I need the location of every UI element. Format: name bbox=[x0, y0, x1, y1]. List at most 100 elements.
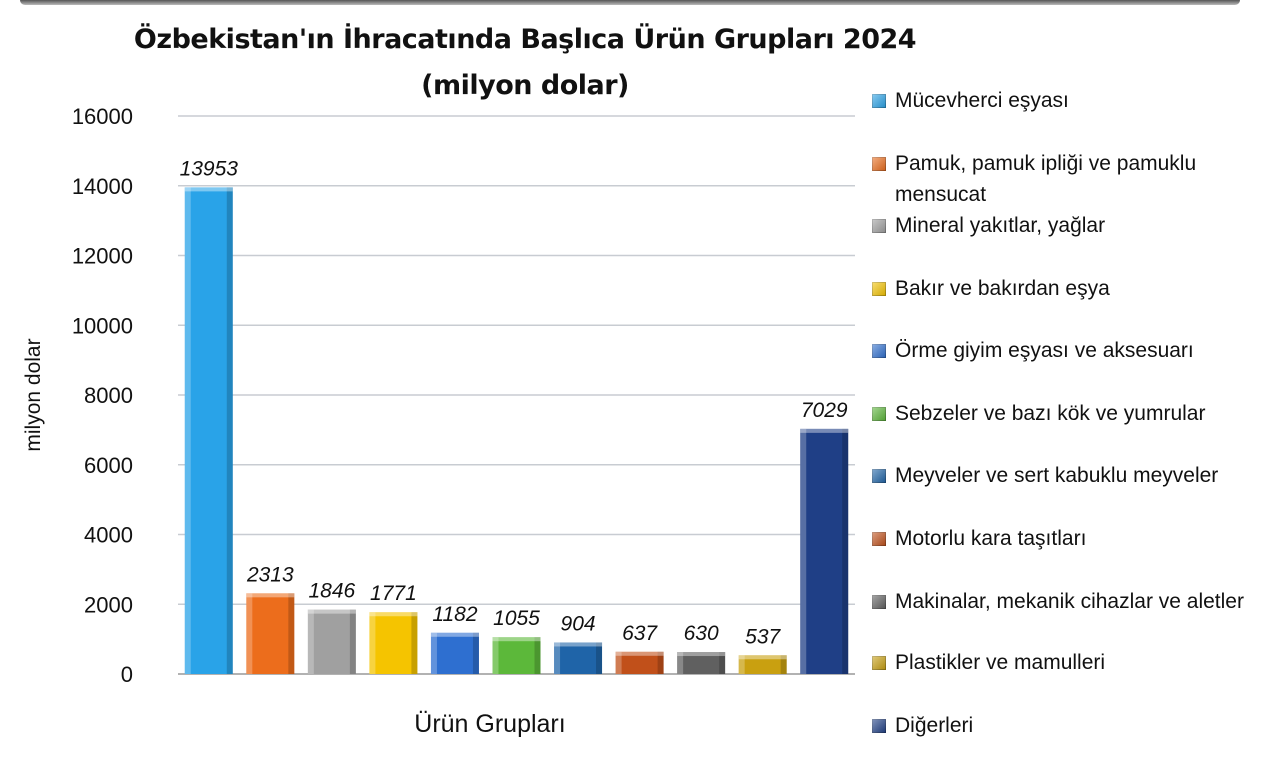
bar bbox=[246, 593, 295, 674]
bar-top bbox=[184, 187, 233, 192]
y-tick-label: 14000 bbox=[72, 174, 133, 199]
legend-label: Örme giyim eşyası ve aksesuarı bbox=[895, 339, 1194, 362]
y-tick-label: 10000 bbox=[72, 313, 133, 338]
bar bbox=[307, 609, 356, 674]
y-tick-label: 2000 bbox=[84, 592, 133, 617]
bar-highlight bbox=[307, 609, 314, 674]
y-tick-label: 6000 bbox=[84, 453, 133, 478]
bar-edge bbox=[780, 655, 787, 674]
data-label: 1182 bbox=[432, 603, 477, 626]
legend-swatch bbox=[872, 595, 886, 609]
bar-edge bbox=[719, 652, 726, 674]
bar bbox=[615, 651, 664, 674]
bar-top bbox=[738, 655, 787, 660]
chart-title: Özbekistan'ın İhracatında Başlıca Ürün G… bbox=[133, 24, 917, 55]
bar-highlight bbox=[800, 428, 807, 674]
bar-edge bbox=[411, 612, 418, 674]
bar-highlight bbox=[369, 612, 376, 674]
legend-item: Makinalar, mekanik cihazlar ve aletler bbox=[872, 586, 1272, 617]
legend-swatch bbox=[872, 532, 886, 546]
legend-item: Sebzeler ve bazı kök ve yumrular bbox=[872, 398, 1272, 429]
bar-edge bbox=[534, 637, 541, 674]
legend-label: Diğerleri bbox=[895, 714, 974, 737]
bar-top bbox=[430, 632, 479, 637]
bar bbox=[430, 632, 479, 674]
bar-top bbox=[615, 651, 664, 656]
x-axis-label: Ürün Grupları bbox=[414, 710, 565, 738]
legend-item: Diğerleri bbox=[872, 710, 1272, 741]
legend-item: Mineral yakıtlar, yağlar bbox=[872, 210, 1272, 241]
data-label: 1846 bbox=[309, 580, 356, 603]
y-tick-label: 12000 bbox=[72, 244, 133, 269]
bar-highlight bbox=[738, 655, 745, 674]
bar-edge bbox=[596, 642, 603, 674]
legend-label: Mücevherci eşyası bbox=[895, 89, 1069, 112]
legend-item: Mücevherci eşyası bbox=[872, 85, 1272, 116]
bar-edge bbox=[226, 187, 233, 674]
legend-item: Bakır ve bakırdan eşya bbox=[872, 273, 1272, 304]
data-label: 2313 bbox=[246, 563, 294, 586]
bar-edge bbox=[657, 651, 664, 674]
bar bbox=[554, 642, 603, 674]
bar-top bbox=[554, 642, 603, 647]
bar bbox=[800, 428, 849, 674]
y-tick-label: 4000 bbox=[84, 523, 133, 548]
legend-swatch bbox=[872, 94, 886, 108]
bar bbox=[184, 187, 233, 674]
bar-highlight bbox=[430, 632, 437, 674]
data-label: 904 bbox=[561, 612, 596, 635]
bar-top bbox=[307, 609, 356, 614]
bar-top bbox=[246, 593, 295, 598]
data-label: 1771 bbox=[370, 582, 417, 605]
legend-label: Meyveler ve sert kabuklu meyveler bbox=[895, 464, 1219, 487]
bar bbox=[738, 655, 787, 674]
legend-swatch bbox=[872, 157, 886, 171]
legend-swatch bbox=[872, 719, 886, 733]
bar-highlight bbox=[677, 652, 684, 674]
y-axis-label: milyon dolar bbox=[22, 338, 45, 451]
bar-highlight bbox=[184, 187, 191, 674]
legend-item: Pamuk, pamuk ipliği ve pamuklu mensucat bbox=[872, 148, 1272, 210]
bar-top bbox=[369, 612, 418, 617]
bar-edge bbox=[288, 593, 295, 674]
bar-top bbox=[677, 652, 726, 657]
chart-subtitle: (milyon dolar) bbox=[421, 70, 629, 101]
legend-item: Meyveler ve sert kabuklu meyveler bbox=[872, 460, 1272, 491]
legend-swatch bbox=[872, 407, 886, 421]
y-tick-label: 8000 bbox=[84, 383, 133, 408]
legend-item: Plastikler ve mamulleri bbox=[872, 647, 1272, 678]
y-tick-label: 0 bbox=[121, 662, 133, 687]
data-label: 7029 bbox=[801, 399, 848, 422]
bar-edge bbox=[472, 632, 479, 674]
top-border bbox=[20, 0, 1240, 5]
bar-edge bbox=[842, 428, 849, 674]
data-label: 630 bbox=[684, 622, 719, 645]
data-label: 637 bbox=[622, 622, 658, 645]
legend-swatch bbox=[872, 219, 886, 233]
legend-item: Motorlu kara taşıtları bbox=[872, 523, 1272, 554]
bar-highlight bbox=[492, 637, 499, 674]
legend-item: Örme giyim eşyası ve aksesuarı bbox=[872, 335, 1272, 366]
y-tick-label: 16000 bbox=[72, 104, 133, 129]
legend-label: Makinalar, mekanik cihazlar ve aletler bbox=[895, 590, 1244, 613]
bar-top bbox=[492, 637, 541, 642]
data-label: 13953 bbox=[180, 157, 239, 180]
legend-swatch bbox=[872, 469, 886, 483]
bar-edge bbox=[349, 609, 356, 674]
bar bbox=[492, 637, 541, 674]
legend-label: Bakır ve bakırdan eşya bbox=[895, 277, 1110, 300]
legend-swatch bbox=[872, 344, 886, 358]
bar-highlight bbox=[554, 642, 561, 674]
bar bbox=[677, 652, 726, 674]
legend-label: Mineral yakıtlar, yağlar bbox=[895, 214, 1106, 237]
data-label: 537 bbox=[745, 625, 781, 648]
legend-swatch bbox=[872, 656, 886, 670]
data-label: 1055 bbox=[493, 607, 540, 630]
legend-label: Plastikler ve mamulleri bbox=[895, 651, 1106, 674]
legend-label: Pamuk, pamuk ipliği ve pamuklu mensucat bbox=[895, 152, 1197, 206]
bar-highlight bbox=[615, 651, 622, 674]
legend-label: Sebzeler ve bazı kök ve yumrular bbox=[895, 402, 1206, 425]
bar-top bbox=[800, 428, 849, 433]
